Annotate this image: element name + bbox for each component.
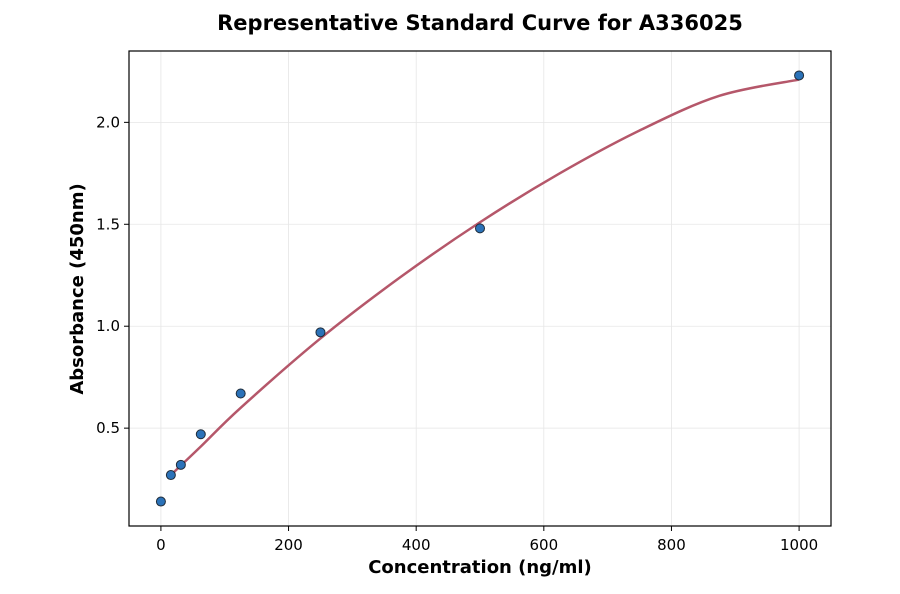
y-tick-label: 0.5 <box>96 419 120 437</box>
data-point <box>315 327 326 338</box>
data-point <box>794 70 805 81</box>
data-points-layer <box>155 70 805 507</box>
x-tick-label: 0 <box>156 536 166 554</box>
fit-curve-layer <box>169 78 800 476</box>
grid-lines <box>129 51 831 526</box>
fit-curve-line <box>169 78 800 476</box>
data-point <box>175 459 186 470</box>
y-tick-label: 1.5 <box>96 215 120 233</box>
data-point <box>195 429 206 440</box>
y-axis-label: Absorbance (450nm) <box>67 183 88 394</box>
y-tick-label: 1.0 <box>96 317 120 335</box>
x-tick-label: 200 <box>274 536 303 554</box>
y-tick-label: 2.0 <box>96 113 120 131</box>
data-point <box>235 388 246 399</box>
y-axis-ticks: 0.5 1.0 1.5 2.0 <box>96 113 129 437</box>
x-tick-label: 400 <box>402 536 431 554</box>
x-tick-label: 600 <box>529 536 558 554</box>
x-axis-ticks: 0 200 400 600 800 1000 <box>156 526 818 554</box>
chart-title: Representative Standard Curve for A33602… <box>217 11 743 35</box>
x-tick-label: 800 <box>657 536 686 554</box>
x-axis-label: Concentration (ng/ml) <box>368 557 592 578</box>
data-point <box>475 223 485 234</box>
data-point <box>155 496 166 507</box>
x-tick-label: 1000 <box>780 536 818 554</box>
data-point <box>165 470 176 481</box>
plot-frame <box>128 50 832 527</box>
